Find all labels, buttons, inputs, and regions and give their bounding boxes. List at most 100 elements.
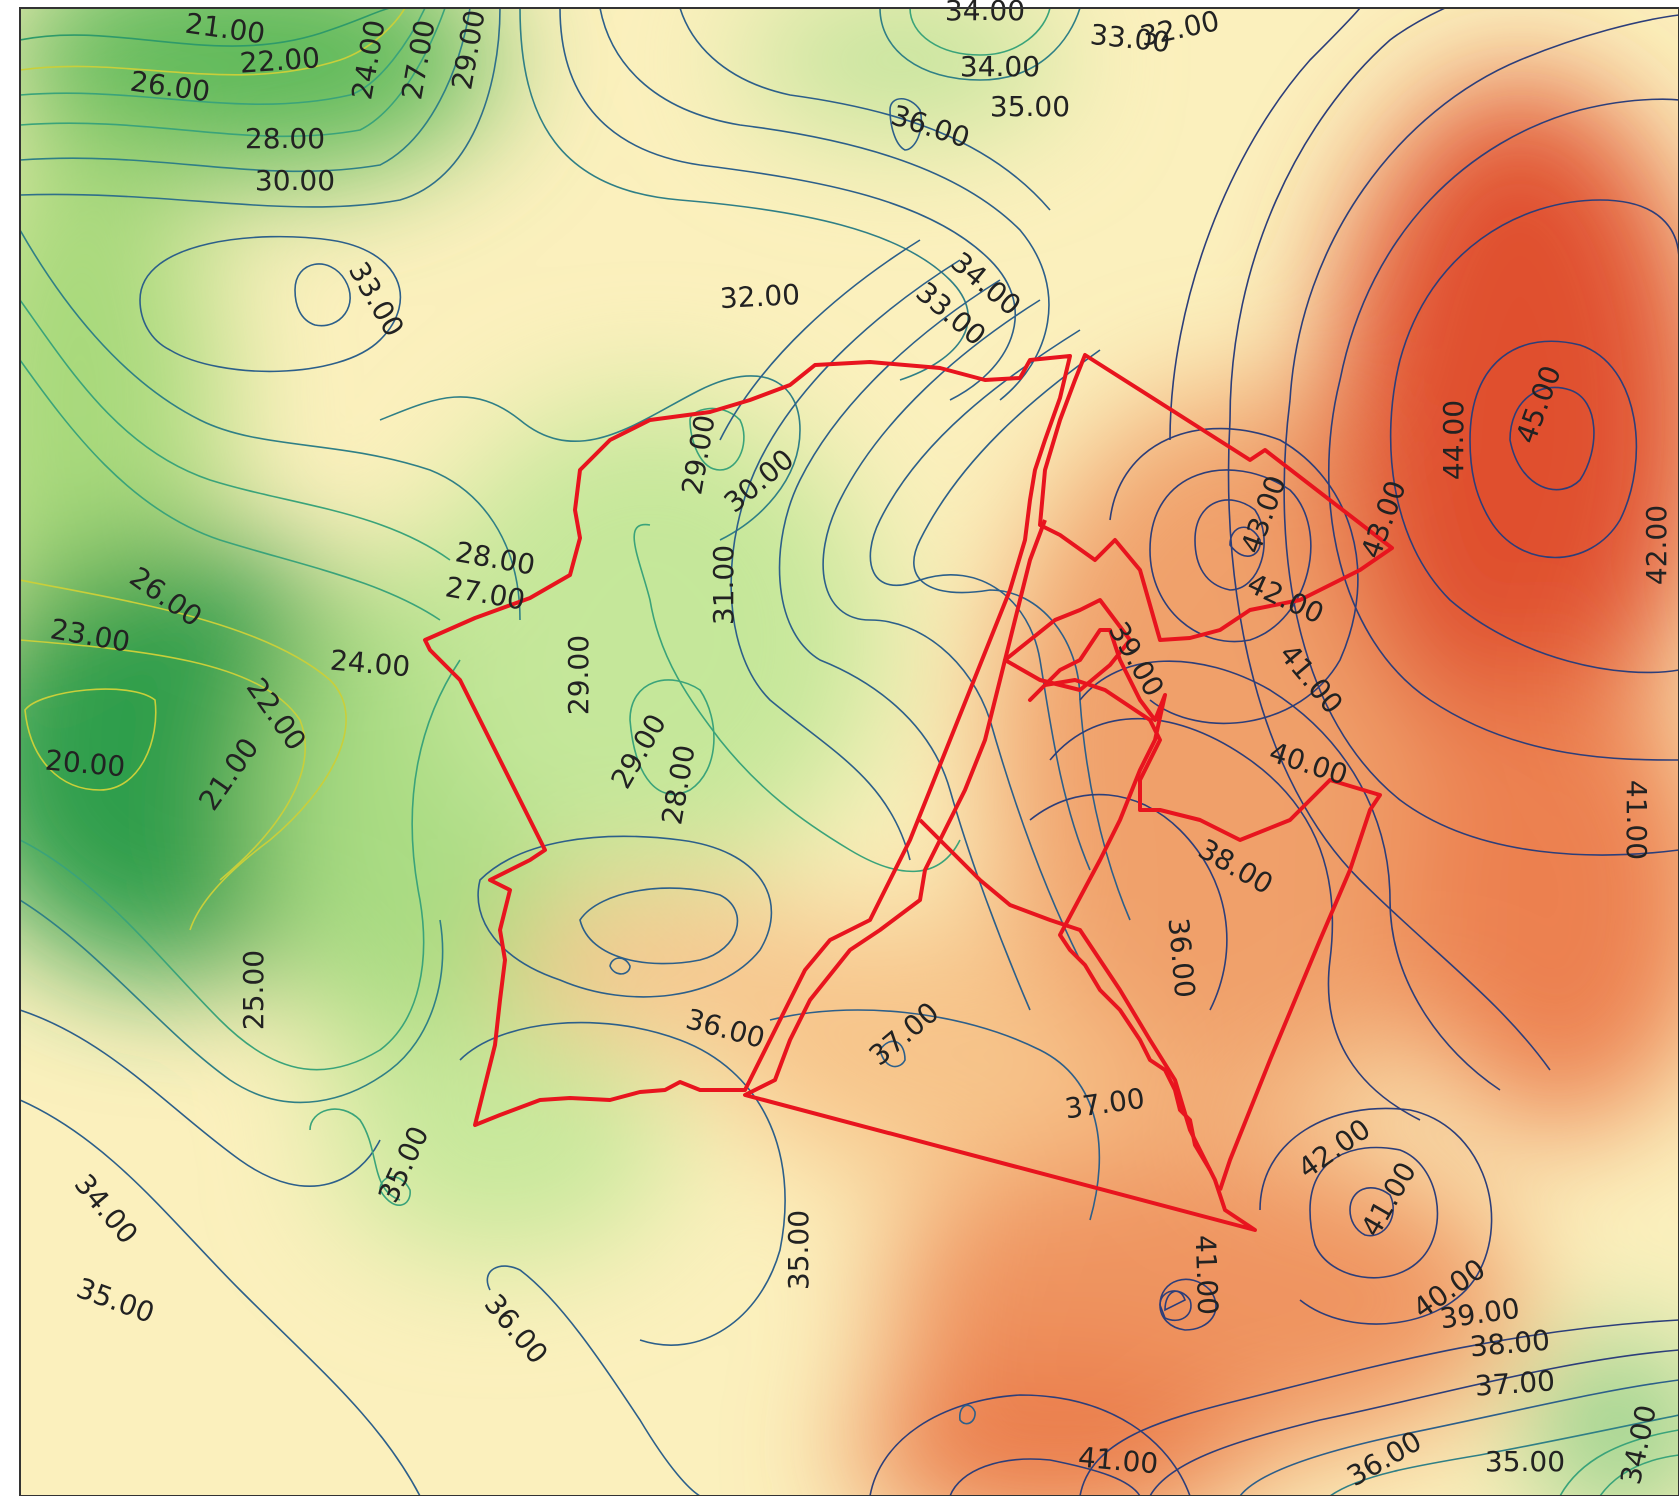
contour-label: 25.00 — [237, 950, 270, 1030]
green-zone-center — [420, 400, 880, 880]
isoline-closed — [1309, 1146, 1439, 1279]
contour-label: 41.00 — [1189, 1234, 1225, 1315]
isoline — [20, 8, 446, 138]
isoline — [20, 579, 347, 931]
isoline-closed — [1469, 340, 1638, 559]
contour-label: 22.00 — [239, 41, 321, 80]
isoline — [20, 1009, 381, 1187]
isoline — [1559, 1429, 1679, 1496]
isoline — [459, 1021, 786, 1346]
isoline — [559, 8, 1016, 401]
isoline — [20, 8, 471, 173]
contour-label: 32.00 — [719, 278, 801, 315]
contour-label: 28.00 — [245, 122, 325, 155]
hot-zone-s — [850, 1360, 1250, 1496]
contour-label: 20.00 — [44, 744, 127, 784]
isoline — [822, 299, 1081, 961]
isoline — [1149, 1349, 1679, 1496]
hot-zone-e — [1400, 670, 1679, 1130]
isoline — [1029, 793, 1228, 1011]
isoline-closed — [1349, 1186, 1394, 1237]
map-frame-border — [19, 7, 1679, 1496]
contour-label: 41.00 — [1620, 780, 1653, 860]
green-zone-south — [330, 1020, 670, 1260]
contour-label: 35.00 — [782, 1210, 815, 1290]
boundary-southeast-parcel — [743, 519, 1382, 1232]
boundary-inner-line — [918, 818, 1212, 1171]
contour-label: 41.00 — [1077, 1441, 1160, 1481]
isoline-closed — [1149, 469, 1312, 643]
isoline-closed — [24, 688, 157, 791]
green-zone-nw — [20, 8, 500, 180]
contour-label: 36.00 — [1162, 916, 1202, 999]
isoline — [20, 899, 444, 1104]
isoline — [633, 523, 961, 873]
isoline — [20, 1099, 421, 1496]
contour-label: 35.00 — [1485, 1445, 1565, 1478]
isoline — [20, 229, 521, 621]
isoline — [778, 279, 1031, 1011]
isoline-closed — [1194, 499, 1265, 591]
isoline — [1169, 8, 1361, 441]
isoline-closed — [1159, 1278, 1217, 1331]
isoline-closed — [379, 1176, 411, 1207]
isoline — [719, 239, 921, 441]
isoline — [679, 8, 1051, 211]
isoline — [1259, 1107, 1493, 1325]
contour-label: 37.00 — [1474, 1364, 1556, 1403]
isoline — [879, 8, 1081, 81]
isoline-closed — [1159, 1290, 1192, 1322]
isoline — [379, 375, 801, 541]
isoline — [20, 359, 441, 621]
boundary-northeast-parcel — [1038, 353, 1394, 642]
isoline — [1599, 1454, 1679, 1496]
isoline — [599, 8, 1050, 401]
isoline-closed — [477, 835, 773, 998]
contour-label: 34.00 — [960, 50, 1040, 83]
green-zone-se-corner — [1530, 1340, 1679, 1496]
isoline — [909, 8, 1051, 56]
isoline — [1389, 199, 1679, 674]
isoline — [20, 8, 391, 47]
isoline — [730, 259, 961, 861]
isoline — [1239, 1379, 1679, 1496]
contour-label: 31.00 — [707, 545, 740, 625]
isoline — [1283, 14, 1679, 856]
isoline-closed — [1509, 386, 1595, 491]
study-area-boundary — [423, 353, 1394, 1232]
isoline — [769, 1009, 1101, 1221]
isoline — [1329, 1414, 1679, 1496]
boundary-inner-loop — [1003, 598, 1132, 692]
isoline — [20, 659, 461, 1071]
isoline-closed — [1164, 1290, 1186, 1312]
isoline — [949, 1458, 1141, 1496]
contour-label: 44.00 — [1437, 400, 1470, 480]
isoline — [20, 8, 501, 208]
boundary-west-parcel — [423, 354, 1072, 1127]
isoline-closed — [629, 679, 715, 795]
isoline-closed — [609, 957, 631, 975]
isoline — [309, 1108, 401, 1201]
isoline-closed — [959, 1404, 976, 1425]
isoline — [1079, 1319, 1679, 1496]
contour-label: 29.00 — [562, 635, 595, 715]
hot-zone-ne — [1330, 80, 1679, 760]
isoline — [869, 1394, 1191, 1496]
isoline — [1049, 717, 1421, 1121]
contour-label: 38.00 — [1468, 1324, 1551, 1364]
isoline — [519, 8, 969, 381]
isoline — [20, 8, 426, 105]
isoline — [486, 1265, 701, 1496]
contour-label: 24.00 — [329, 644, 412, 684]
isoline — [1327, 98, 1679, 761]
isoline-closed — [139, 235, 402, 373]
contour-label: 42.00 — [1640, 505, 1673, 585]
contour-label: 34.00 — [945, 0, 1025, 27]
isoline — [1227, 8, 1551, 1071]
contour-label: 35.00 — [990, 90, 1070, 123]
isoline-closed — [294, 263, 351, 327]
isoline-closed — [889, 97, 923, 151]
isoline — [20, 639, 306, 881]
